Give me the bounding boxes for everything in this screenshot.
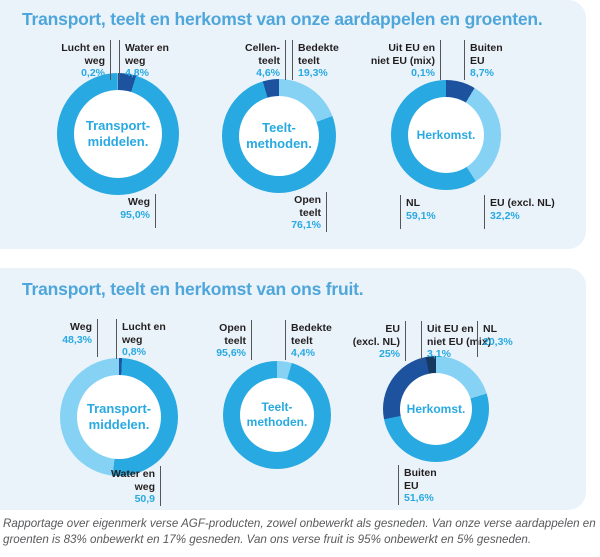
slice-label: Water en weg 4,8% (119, 40, 191, 80)
slice-percentage: 3,1% (427, 348, 451, 360)
slice-name: niet EU (mix) (427, 335, 492, 348)
donut-chart: Herkomst. (383, 356, 489, 462)
donut-hole: Transport-middelen. (77, 375, 161, 459)
donut-chart: Transport-middelen. (57, 73, 179, 195)
panel-fruit-title: Transport, teelt en herkomst van ons fru… (22, 279, 364, 299)
slice-percentage: 4,4% (291, 347, 315, 359)
slice-label: Open teelt 76,1% (271, 192, 327, 232)
slice-percentage: 48,3% (62, 333, 92, 346)
slice-name: teelt (299, 206, 321, 219)
slice-name: Buiten (470, 42, 503, 54)
slice-name: teelt (291, 334, 313, 347)
slice-percentage: 4,6% (256, 67, 280, 79)
slice-label: Lucht en weg 0,8% (116, 319, 186, 359)
slice-name: EU (excl. NL) (490, 197, 555, 209)
slice-percentage: 95,0% (120, 208, 150, 221)
slice-percentage: 20,3% (483, 335, 513, 348)
slice-label: EU (excl. NL) 32,2% (484, 195, 566, 229)
slice-percentage: 0,1% (411, 67, 435, 79)
slice-name: Uit EU en (388, 42, 435, 54)
slice-name: Uit EU en (427, 323, 474, 335)
donut-hole: Teelt-methoden. (239, 96, 319, 176)
donut-chart: Teelt-methoden. (222, 79, 336, 193)
slice-percentage: 76,1% (291, 219, 321, 231)
slice-name: Open (219, 322, 246, 334)
slice-percentage: 50,9 (134, 493, 155, 505)
slice-name: EU (404, 479, 419, 492)
slice-percentage: 0,8% (122, 346, 146, 358)
slice-label: NL 20,3% (477, 321, 533, 357)
slice-label: Cellen-teelt 4,6% (220, 40, 286, 80)
donut-center-label: Transport- (86, 401, 152, 416)
donut-center-label: middelen. (87, 134, 149, 149)
slice-label: Open teelt 95,6% (194, 320, 252, 360)
slice-percentage: 95,6% (216, 347, 246, 359)
donut-center-label: Teelt- (262, 120, 296, 135)
slice-label: Buiten EU 51,6% (398, 465, 458, 505)
slice-name: Open (294, 194, 321, 206)
slice-name: EU (385, 323, 400, 335)
slice-name: Cellen- (244, 42, 280, 54)
slice-percentage: 19,3% (298, 67, 328, 79)
slice-name: NL (483, 323, 497, 335)
slice-percentage: 59,1% (406, 209, 436, 222)
donut-center-label: Teelt- (261, 400, 293, 414)
slice-percentage: 51,6% (404, 492, 434, 504)
slice-name: NL (406, 197, 420, 209)
donut-chart: Transport-middelen. (60, 358, 178, 476)
panel-groenten: Transport, teelt en herkomst van onze aa… (0, 0, 586, 249)
donut-center-label: methoden. (246, 415, 308, 429)
donut-center-label: Herkomst. (416, 127, 476, 142)
panel-groenten-title: Transport, teelt en herkomst van onze aa… (22, 9, 543, 29)
donut-hole: Transport-middelen. (74, 90, 162, 178)
slice-name: Weg (70, 321, 92, 333)
slice-label: Weg 95,0% (100, 194, 156, 228)
slice-name: weg (134, 480, 155, 493)
slice-name: EU (470, 54, 485, 67)
slice-name: weg (125, 54, 146, 67)
slice-label: Uit EU en niet EU (mix) 3,1% (421, 321, 505, 361)
slice-label: Uit EU en niet EU (mix) 0,1% (352, 40, 441, 80)
donut-center-label: Transport- (85, 118, 151, 133)
slice-label: Bedekte teelt 19,3% (292, 40, 362, 80)
slice-percentage: 0,2% (81, 67, 105, 79)
slice-percentage: 4,8% (125, 67, 149, 79)
donut-hole: Herkomst. (408, 97, 484, 173)
slice-name: niet EU (mix) (370, 54, 435, 67)
donut-center-label: middelen. (88, 417, 150, 432)
slice-label: Buiten EU 8,7% (464, 40, 524, 80)
slice-name: Lucht en (61, 42, 105, 54)
slice-name: Water en (125, 42, 169, 54)
donut-center-label: Herkomst. (406, 401, 466, 416)
slice-percentage: 32,2% (490, 209, 520, 222)
panel-fruit: Transport, teelt en herkomst van ons fru… (0, 268, 586, 510)
slice-label: Water en weg 50,9 (102, 466, 161, 506)
slice-label: NL 59,1% (400, 195, 460, 229)
slice-percentage: 25% (378, 348, 400, 360)
slice-percentage: 8,7% (470, 67, 494, 79)
slice-name: Bedekte (298, 42, 339, 54)
donut-hole: Herkomst. (400, 373, 472, 445)
slice-label: EU (excl. NL) 25% (341, 321, 406, 361)
slice-name: Weg (128, 196, 150, 208)
slice-name: teelt (298, 54, 320, 67)
donut-center-label: methoden. (246, 136, 312, 151)
slice-name: Lucht en (122, 321, 166, 333)
slice-label: Bedekte teelt 4,4% (285, 320, 351, 360)
slice-name: teelt (258, 54, 280, 67)
slice-name: (excl. NL) (352, 335, 400, 348)
slice-label: Lucht en weg 0,2% (40, 40, 111, 80)
slice-name: Water en (111, 468, 155, 480)
donut-chart: Teelt-methoden. (223, 361, 331, 469)
slice-name: weg (84, 54, 105, 67)
donut-chart: Herkomst. (391, 80, 501, 190)
slice-name: teelt (224, 334, 246, 347)
donut-hole: Teelt-methoden. (240, 378, 314, 452)
slice-name: Bedekte (291, 322, 332, 334)
slice-name: Buiten (404, 467, 437, 479)
slice-label: Weg 48,3% (41, 319, 98, 357)
footer-note: Rapportage over eigenmerk verse AGF-prod… (3, 517, 596, 546)
slice-name: weg (122, 333, 143, 346)
